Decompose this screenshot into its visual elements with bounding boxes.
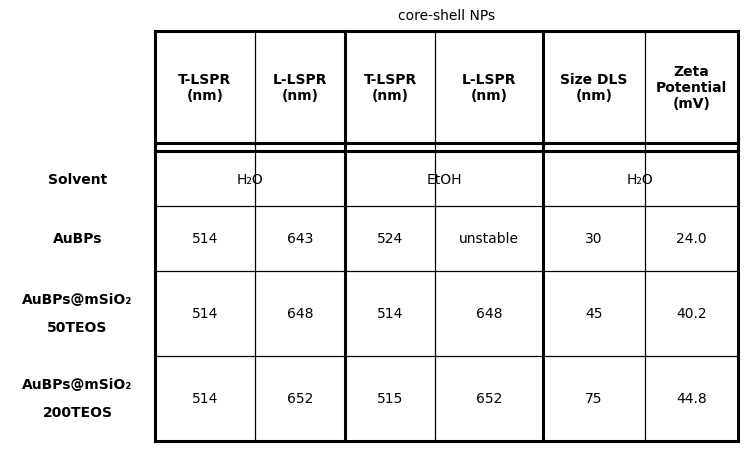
- Text: H₂O: H₂O: [627, 172, 654, 186]
- Text: 652: 652: [287, 391, 313, 405]
- Text: EtOH: EtOH: [426, 172, 462, 186]
- Text: 45: 45: [586, 307, 603, 321]
- Text: unstable: unstable: [459, 232, 519, 246]
- Text: Solvent: Solvent: [48, 172, 107, 186]
- Text: 524: 524: [377, 232, 403, 246]
- Text: 40.2: 40.2: [676, 307, 707, 321]
- Text: AuBPs: AuBPs: [53, 232, 102, 246]
- Text: 44.8: 44.8: [676, 391, 707, 405]
- Text: AuBPs@mSiO₂: AuBPs@mSiO₂: [22, 293, 132, 307]
- Text: H₂O: H₂O: [237, 172, 263, 186]
- Text: Zeta
Potential
(mV): Zeta Potential (mV): [656, 64, 727, 111]
- Text: T-LSPR
(nm): T-LSPR (nm): [179, 73, 231, 103]
- Text: L-LSPR
(nm): L-LSPR (nm): [462, 73, 516, 103]
- Text: AuBPs@mSiO₂: AuBPs@mSiO₂: [22, 377, 132, 391]
- Text: 200TEOS: 200TEOS: [42, 405, 112, 419]
- Text: core-shell NPs: core-shell NPs: [398, 9, 495, 23]
- Text: 514: 514: [192, 307, 218, 321]
- Text: T-LSPR
(nm): T-LSPR (nm): [363, 73, 417, 103]
- Text: 643: 643: [287, 232, 313, 246]
- Text: 514: 514: [192, 391, 218, 405]
- Text: 514: 514: [376, 307, 403, 321]
- Text: 24.0: 24.0: [676, 232, 707, 246]
- Text: 30: 30: [586, 232, 603, 246]
- Text: 514: 514: [192, 232, 218, 246]
- Text: 648: 648: [286, 307, 313, 321]
- Text: 75: 75: [586, 391, 603, 405]
- Text: 652: 652: [476, 391, 502, 405]
- Text: Size DLS
(nm): Size DLS (nm): [560, 73, 628, 103]
- Text: 50TEOS: 50TEOS: [48, 321, 108, 335]
- Text: L-LSPR
(nm): L-LSPR (nm): [273, 73, 327, 103]
- Text: 515: 515: [376, 391, 403, 405]
- Text: 648: 648: [475, 307, 502, 321]
